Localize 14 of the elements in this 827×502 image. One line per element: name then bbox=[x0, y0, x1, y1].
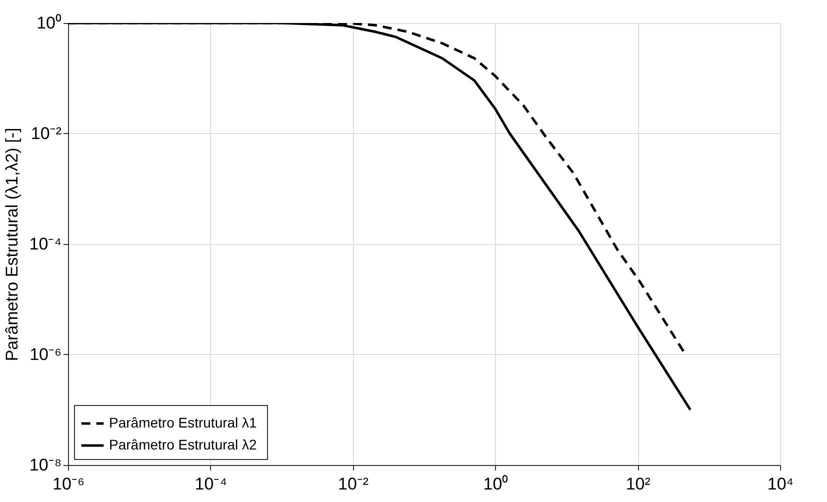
x-tick-label: 10⁴ bbox=[767, 474, 794, 494]
y-tick-label: 10⁻⁶ bbox=[30, 345, 62, 364]
y-tick-label: 10⁻² bbox=[30, 124, 62, 143]
x-tick-label: 10⁻⁴ bbox=[194, 474, 228, 494]
x-tick-label: 10⁰ bbox=[483, 474, 508, 494]
x-tick-label: 10⁻⁶ bbox=[52, 474, 84, 494]
y-tick-label: 10⁻⁴ bbox=[29, 234, 62, 254]
legend-label: Parâmetro Estrutural λ2 bbox=[109, 436, 258, 452]
legend-label: Parâmetro Estrutural λ1 bbox=[109, 414, 258, 430]
x-tick-label: 10⁻² bbox=[338, 474, 369, 494]
x-tick-label: 10² bbox=[626, 474, 651, 494]
y-tick-label: 10⁰ bbox=[36, 14, 62, 32]
y-tick-label: 10⁻⁸ bbox=[29, 456, 62, 474]
y-axis-title: Parâmetro Estrutural (λ1,λ2) [-] bbox=[2, 128, 22, 362]
